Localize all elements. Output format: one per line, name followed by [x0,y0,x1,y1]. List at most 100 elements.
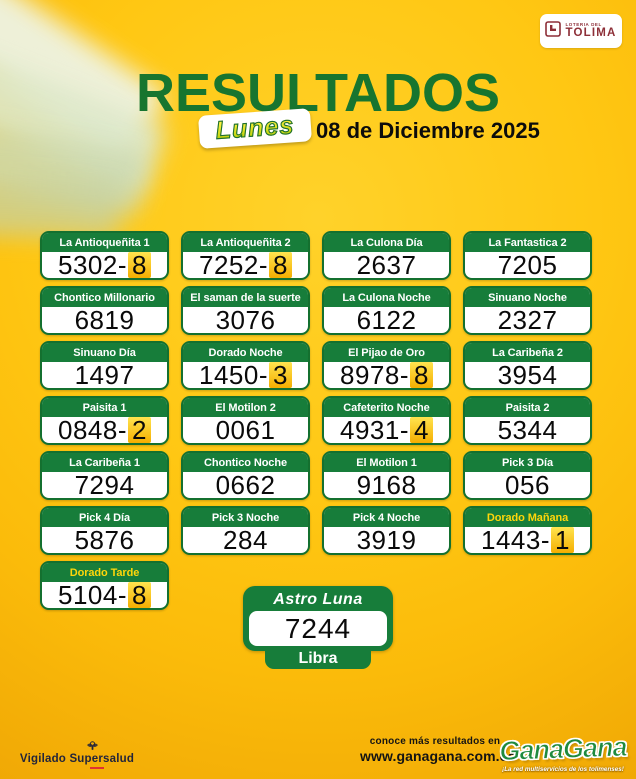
result-number: 0662 [183,472,308,498]
result-label: Dorado Mañana [465,508,590,527]
result-label: El Motilon 2 [183,398,308,417]
day-badge: Lunes [197,108,313,149]
result-card: Dorado Tarde 5104- 8 [40,561,169,610]
money-bill [0,111,148,217]
ganagana-wordmark: GanaGana [498,731,627,767]
result-number-main: 5876 [74,525,135,555]
page-title: RESULTADOS [136,63,500,123]
result-label: Chontico Millonario [42,288,167,307]
vigilado-red-dash [90,767,104,769]
highlighted-digit: 8 [128,582,151,608]
result-number: 3076 [183,307,308,333]
result-number-main: 4931- [340,415,410,445]
result-card: La Caribeña 2 3954 [463,341,592,390]
vigilado-supersalud: Vigilado Supersalud [14,739,140,769]
result-number: 2327 [465,307,590,333]
result-label: El Pijao de Oro [324,343,449,362]
tolima-small-text: LOTERIA DEL [565,22,602,27]
result-number: 3919 [324,527,449,553]
result-label: Pick 4 Día [42,508,167,527]
result-label: El Motilon 1 [324,453,449,472]
result-card: Sinuano Día 1497 [40,341,169,390]
result-number-main: 0061 [215,415,276,445]
result-number: 6122 [324,307,449,333]
result-number: 3954 [465,362,590,388]
highlighted-digit: 1 [551,527,574,553]
ganagana-tagline: ¡La red multiservicios de los tolimenses… [502,766,624,773]
result-label: La Antioqueñita 1 [42,233,167,252]
result-number: 284 [183,527,308,553]
result-card: Dorado Mañana 1443- 1 [463,506,592,555]
result-number: 8978- 8 [324,362,449,388]
highlighted-digit: 2 [128,417,151,443]
result-card: Dorado Noche 1450- 3 [181,341,310,390]
result-number-main: 0848- [58,415,128,445]
result-label: La Culona Noche [324,288,449,307]
result-number-main: 5302- [58,250,128,280]
vigilado-label: Vigilado Supersalud [19,753,135,765]
ganagana-logo: GanaGana ¡La red multiservicios de los t… [498,731,628,773]
result-number-main: 1443- [481,525,551,555]
result-label: Paisita 2 [465,398,590,417]
result-number: 7252- 8 [183,252,308,278]
astro-luna-card: Astro Luna 7244 [243,586,393,651]
result-number-main: 2637 [356,250,417,280]
loteria-tolima-logo: LOTERIA DEL TOLIMA [540,14,622,48]
ganagana-website-link[interactable]: www.ganagana.com.co [360,747,517,764]
result-number-main: 3954 [497,360,558,390]
result-number-main: 7205 [497,250,558,280]
result-label: La Culona Día [324,233,449,252]
astro-luna-block: Astro Luna 7244 Libra [243,586,393,669]
result-number: 0061 [183,417,308,443]
result-card: Chontico Millonario 6819 [40,286,169,335]
result-number-main: 6122 [356,305,417,335]
result-label: Sinuano Día [42,343,167,362]
result-card: La Antioqueñita 1 5302- 8 [40,231,169,280]
result-card: El saman de la suerte 3076 [181,286,310,335]
result-card: Pick 4 Noche 3919 [322,506,451,555]
results-grid: La Antioqueñita 1 5302- 8 La Antioqueñita 2… [40,231,594,610]
date-label: 08 de Diciembre 2025 [316,118,540,143]
result-number: 1497 [42,362,167,388]
result-card: Pick 3 Día 056 [463,451,592,500]
result-number: 0848- 2 [42,417,167,443]
result-card: Paisita 2 5344 [463,396,592,445]
tolima-name-text: TOLIMA [565,26,617,39]
supersalud-emblem-icon [86,739,99,752]
result-card: La Caribeña 1 7294 [40,451,169,500]
result-number-main: 7294 [74,470,135,500]
result-card: La Culona Noche 6122 [322,286,451,335]
result-number-main: 3076 [215,305,276,335]
result-label: La Fantastica 2 [465,233,590,252]
result-number-main: 2327 [497,305,558,335]
more-results: conoce más resultados en www.ganagana.co… [360,736,517,764]
result-card: Pick 4 Día 5876 [40,506,169,555]
result-number: 5104- 8 [42,582,167,608]
result-label: Pick 4 Noche [324,508,449,527]
result-number: 4931- 4 [324,417,449,443]
result-label: Paisita 1 [42,398,167,417]
result-number: 1443- 1 [465,527,590,553]
astro-luna-number: 7244 [249,611,387,646]
result-number-main: 1450- [199,360,269,390]
tolima-icon [545,20,562,42]
result-label: La Caribeña 1 [42,453,167,472]
result-label: Pick 3 Día [465,453,590,472]
result-number-main: 7252- [199,250,269,280]
highlighted-digit: 8 [128,252,151,278]
result-card: El Motilon 2 0061 [181,396,310,445]
result-label: Chontico Noche [183,453,308,472]
astro-luna-sign: Libra [265,650,371,669]
result-number: 7205 [465,252,590,278]
result-number: 7294 [42,472,167,498]
result-label: Dorado Tarde [42,563,167,582]
highlighted-digit: 4 [410,417,433,443]
result-number-main: 1497 [74,360,135,390]
result-number-main: 284 [223,525,268,555]
result-card: Paisita 1 0848- 2 [40,396,169,445]
astro-luna-title: Astro Luna [273,591,363,608]
result-number-main: 8978- [340,360,410,390]
highlighted-digit: 8 [269,252,292,278]
result-number: 056 [465,472,590,498]
result-label: Pick 3 Noche [183,508,308,527]
